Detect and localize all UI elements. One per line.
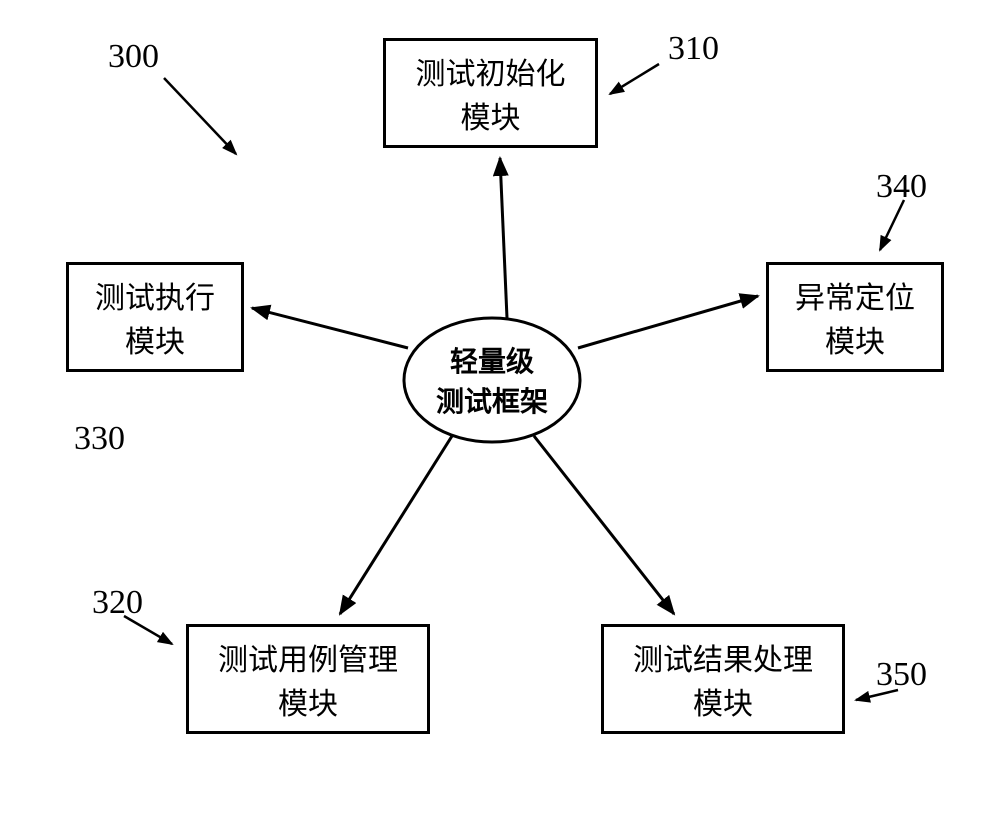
node-label-line1: 测试执行 — [95, 273, 215, 317]
node-label-line2: 模块 — [461, 93, 521, 137]
diagram-canvas: 轻量级 测试框架 测试初始化 模块 异常定位 模块 测试结果处理 模块 测试用例… — [0, 0, 1000, 823]
node-test-exec: 测试执行 模块 — [66, 262, 244, 372]
node-label-line1: 测试结果处理 — [633, 635, 813, 679]
node-label-line1: 测试用例管理 — [218, 635, 398, 679]
node-test-result: 测试结果处理 模块 — [601, 624, 845, 734]
node-label-line1: 测试初始化 — [416, 49, 566, 93]
node-label-line1: 异常定位 — [795, 273, 915, 317]
hub-line1: 轻量级 — [450, 340, 534, 380]
node-label-line2: 模块 — [278, 679, 338, 723]
node-test-init: 测试初始化 模块 — [383, 38, 598, 148]
hub-line2: 测试框架 — [436, 380, 548, 420]
node-label-line2: 模块 — [825, 317, 885, 361]
node-exception-locate: 异常定位 模块 — [766, 262, 944, 372]
node-testcase-mgmt: 测试用例管理 模块 — [186, 624, 430, 734]
node-label-line2: 模块 — [125, 317, 185, 361]
node-label-line2: 模块 — [693, 679, 753, 723]
hub-node: 轻量级 测试框架 — [404, 318, 580, 442]
